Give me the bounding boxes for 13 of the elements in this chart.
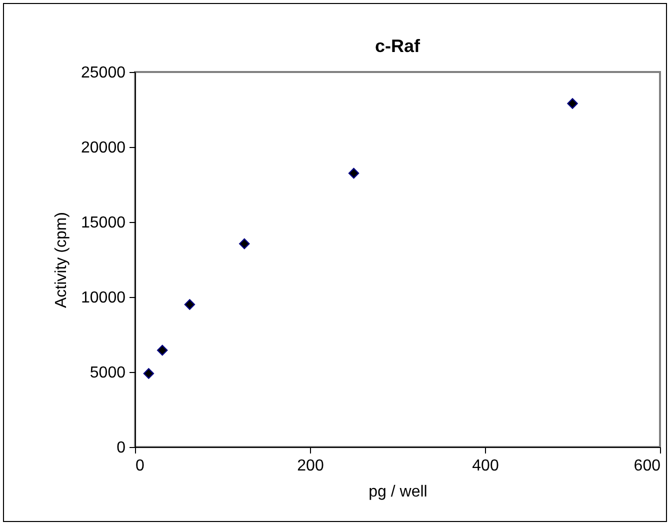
y-tick-label: 10000 bbox=[81, 290, 126, 306]
x-tick-label: 600 bbox=[634, 458, 661, 474]
x-tick-label: 200 bbox=[297, 458, 324, 474]
y-tick-label: 0 bbox=[116, 440, 126, 456]
y-axis-title: Activity (cpm) bbox=[53, 212, 70, 308]
chart-title: c-Raf bbox=[374, 36, 422, 56]
y-tick-label: 25000 bbox=[81, 64, 126, 82]
y-tick-label: 5000 bbox=[90, 364, 126, 382]
x-tick-label: 400 bbox=[472, 458, 499, 474]
x-axis-title: pg / well bbox=[368, 484, 428, 500]
y-tick-label: 15000 bbox=[81, 214, 126, 232]
y-tick-label: 20000 bbox=[81, 140, 126, 156]
x-tick-label: 0 bbox=[136, 458, 144, 474]
